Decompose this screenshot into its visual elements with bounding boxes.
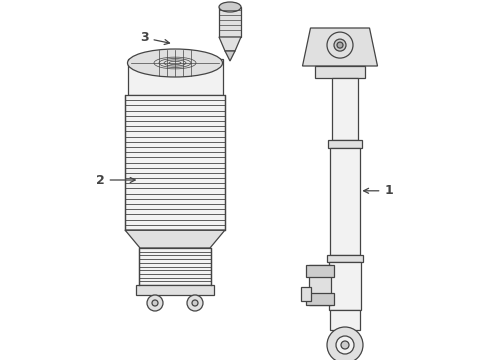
Circle shape bbox=[333, 39, 346, 51]
Bar bbox=[308, 265, 330, 305]
Ellipse shape bbox=[127, 49, 222, 77]
Bar bbox=[127, 59, 222, 95]
Bar bbox=[331, 78, 357, 140]
Circle shape bbox=[152, 300, 158, 306]
Bar bbox=[301, 287, 310, 301]
Bar bbox=[219, 7, 241, 37]
Bar bbox=[139, 248, 210, 285]
Bar bbox=[327, 140, 361, 148]
Polygon shape bbox=[224, 51, 235, 61]
Circle shape bbox=[147, 295, 163, 311]
Polygon shape bbox=[302, 28, 377, 66]
Polygon shape bbox=[125, 230, 224, 248]
Bar bbox=[326, 255, 362, 262]
Circle shape bbox=[340, 341, 348, 349]
Circle shape bbox=[335, 336, 353, 354]
Circle shape bbox=[326, 327, 362, 360]
Polygon shape bbox=[219, 37, 241, 51]
Ellipse shape bbox=[219, 2, 241, 12]
Bar bbox=[329, 148, 359, 255]
Text: 1: 1 bbox=[363, 184, 392, 197]
Text: 2: 2 bbox=[96, 174, 135, 186]
Text: 3: 3 bbox=[140, 31, 169, 45]
Bar bbox=[136, 285, 214, 295]
Bar bbox=[305, 293, 333, 305]
Bar bbox=[305, 265, 333, 277]
Circle shape bbox=[192, 300, 198, 306]
Bar bbox=[125, 95, 224, 230]
Circle shape bbox=[336, 42, 342, 48]
Bar bbox=[314, 66, 364, 78]
Circle shape bbox=[186, 295, 203, 311]
Circle shape bbox=[326, 32, 352, 58]
Bar bbox=[328, 262, 360, 310]
Bar bbox=[329, 310, 359, 330]
